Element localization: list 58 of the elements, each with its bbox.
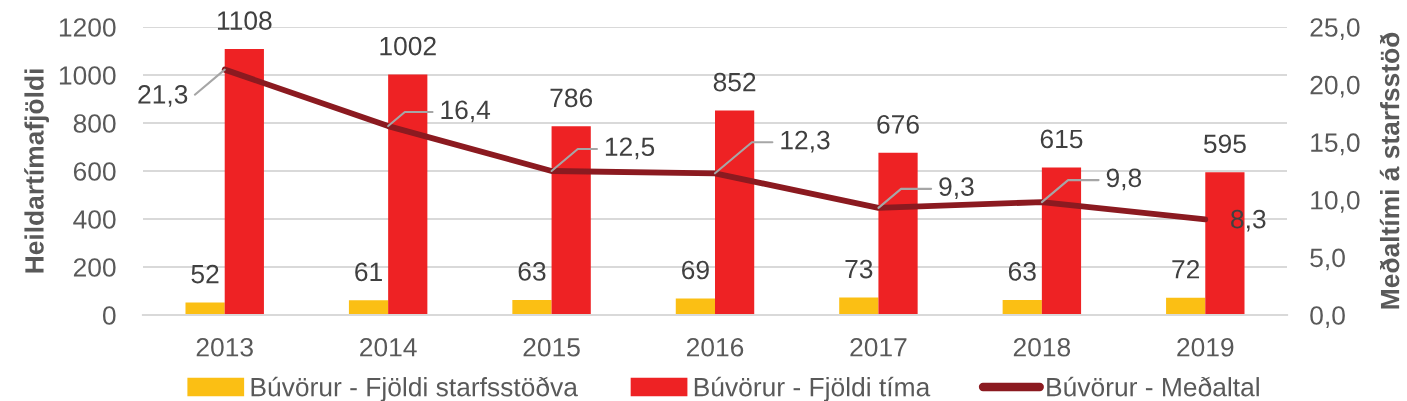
bar	[224, 49, 264, 315]
bar	[675, 298, 715, 315]
y2-tick-label: 5,0	[1310, 248, 1345, 271]
bar	[551, 126, 591, 315]
x-tick-label: 2018	[1013, 337, 1071, 357]
data-label: 595	[1203, 134, 1246, 154]
bar	[348, 300, 389, 315]
y-tick-label: 400	[73, 210, 116, 229]
y-tick-label: 0	[102, 306, 116, 325]
legend-label: Búvörur - Fjöldi tíma	[694, 376, 931, 401]
y-axis-title: Heildartímafjöldi	[24, 69, 49, 273]
x-tick-label: 2015	[523, 337, 580, 357]
data-label: 12,3	[781, 130, 830, 153]
data-label: 63	[518, 262, 546, 281]
x-tick-label: 2013	[196, 337, 253, 357]
y2-tick-label: 0,0	[1310, 306, 1345, 328]
data-label: 9,8	[1106, 168, 1142, 191]
bar	[878, 152, 918, 315]
data-label: 1002	[380, 36, 436, 56]
y2-tick-label: 10,0	[1311, 190, 1360, 213]
legend-label: Búvörur - Fjöldi starfsstöðva	[251, 376, 578, 401]
y-tick-label: 800	[73, 114, 116, 133]
bar	[715, 110, 755, 315]
bar	[185, 302, 225, 315]
y-tick-label: 1000	[59, 66, 116, 85]
bar	[512, 299, 552, 315]
bar	[388, 74, 428, 315]
bar	[1166, 297, 1206, 315]
data-label: 72	[1172, 259, 1200, 279]
x-tick-label: 2014	[360, 337, 417, 357]
data-label: 676	[877, 114, 919, 134]
x-tick-label: 2017	[850, 337, 907, 357]
data-label: 615	[1040, 129, 1083, 149]
y2-tick-label: 20,0	[1310, 75, 1360, 98]
data-label: 63	[1008, 262, 1036, 281]
bar	[1041, 167, 1082, 315]
data-label: 786	[550, 88, 593, 108]
data-label: 9,3	[939, 177, 974, 200]
bar	[1002, 299, 1042, 315]
data-label: 61	[355, 262, 382, 282]
legend-label: Búvörur - Meðaltal	[1047, 376, 1259, 397]
data-label: 1108	[217, 11, 272, 30]
data-label: 69	[682, 260, 709, 280]
x-tick-label: 2019	[1177, 337, 1234, 357]
data-label: 52	[191, 264, 219, 284]
bar	[839, 297, 879, 315]
y2-axis-title: Meðaltími á starfsstöð	[1379, 32, 1400, 309]
x-tick-label: 2016	[686, 337, 744, 357]
data-label: 21,3	[138, 85, 188, 107]
y-tick-label: 200	[73, 258, 116, 277]
y-tick-label: 1200	[59, 18, 116, 37]
y2-tick-label: 15,0	[1311, 133, 1360, 156]
data-label: 16,4	[441, 100, 491, 123]
data-label: 73	[845, 259, 873, 279]
y-tick-label: 600	[73, 162, 116, 181]
data-label: 852	[713, 72, 756, 92]
y2-tick-label: 25,0	[1310, 18, 1360, 40]
data-label: 12,5	[605, 137, 655, 160]
